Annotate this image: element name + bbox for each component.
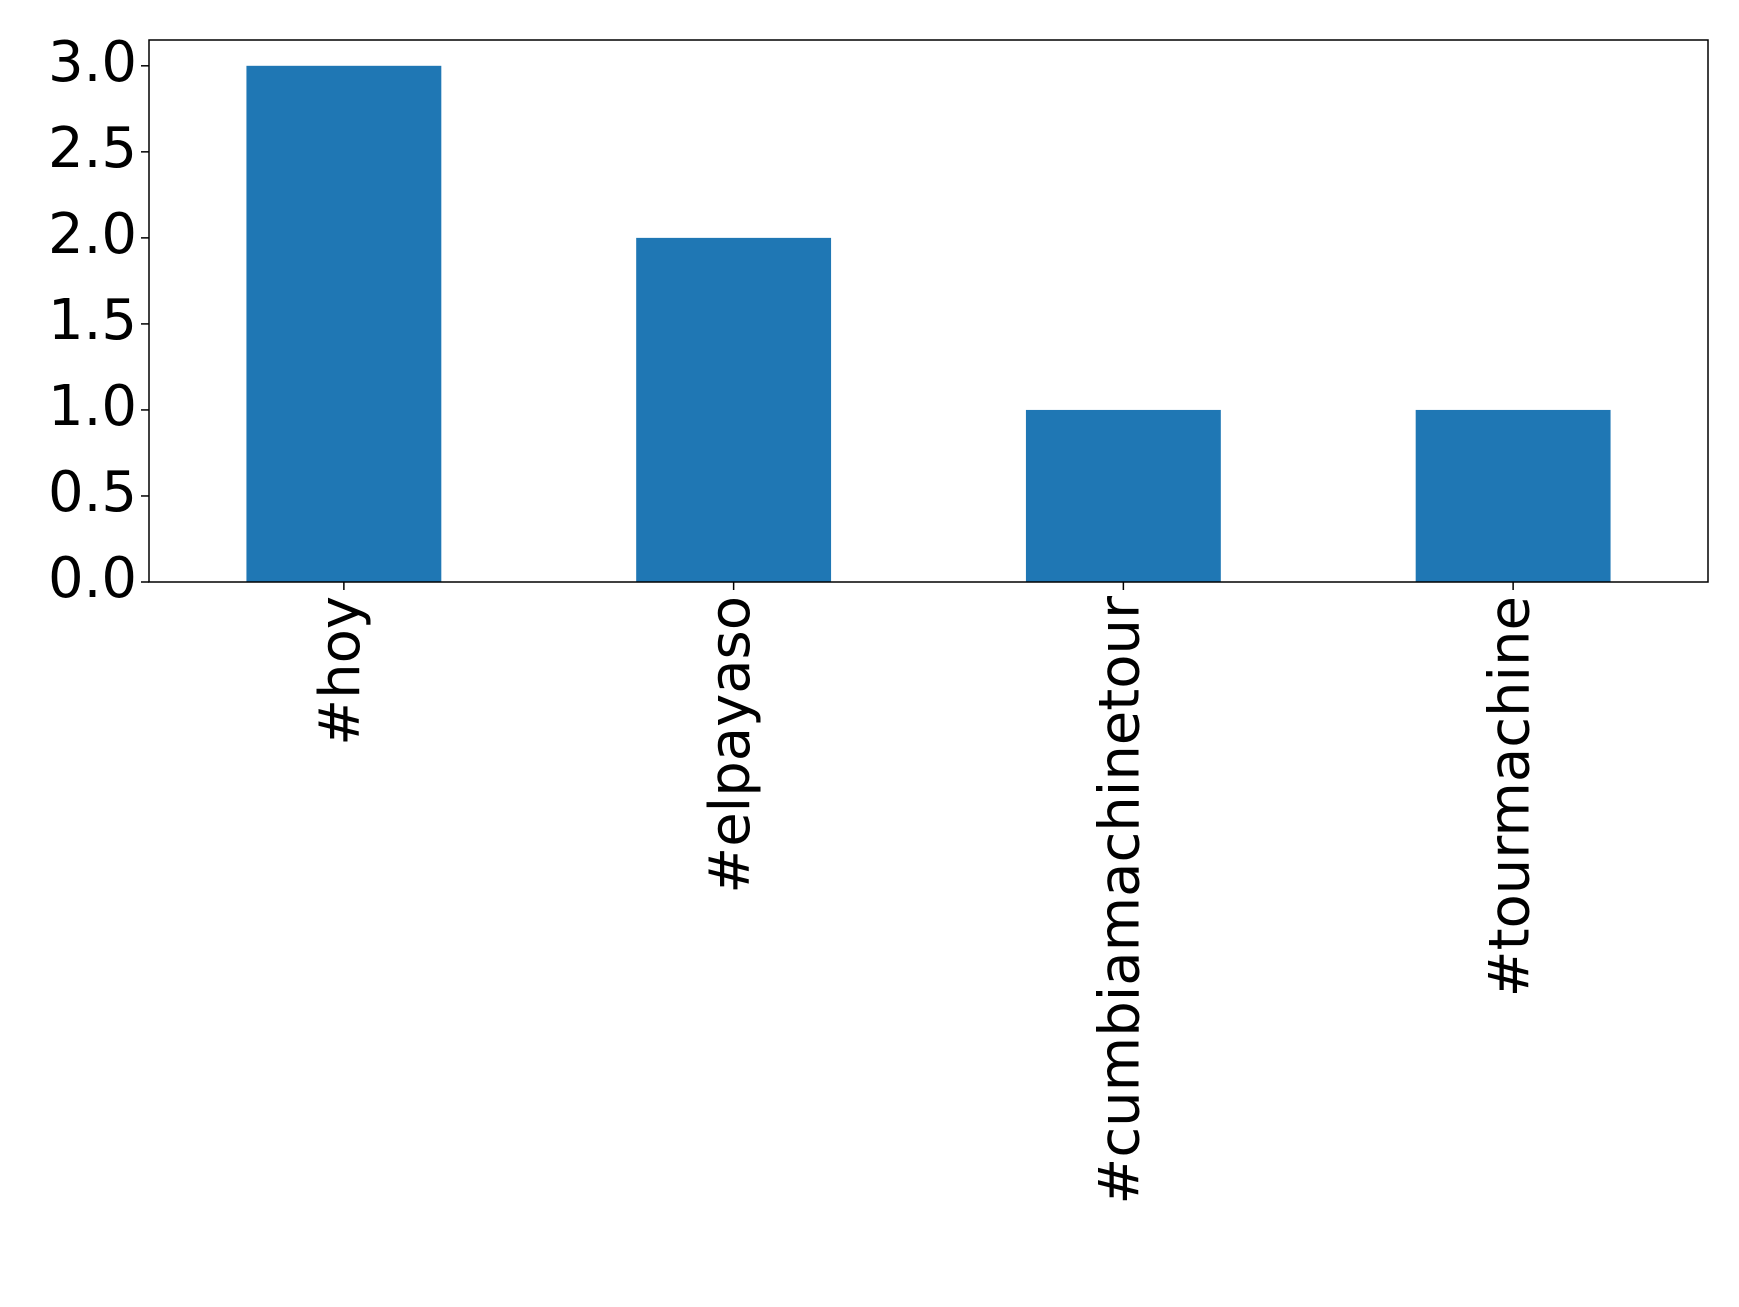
plot-frame <box>148 39 1709 583</box>
bar <box>246 65 442 583</box>
bar <box>636 237 832 582</box>
x-tick-label: #hoy <box>308 596 373 746</box>
y-tick-label: 3.0 <box>48 30 137 95</box>
x-tick-label: #elpayaso <box>698 596 763 894</box>
bar <box>1415 409 1611 582</box>
y-tick-label: 1.5 <box>48 288 137 353</box>
x-tick-label: #tourmachine <box>1477 596 1542 997</box>
y-tick-label: 1.0 <box>48 374 137 439</box>
y-tick-label: 0.5 <box>48 460 137 525</box>
y-tick-label: 0.0 <box>48 546 137 611</box>
y-tick-label: 2.5 <box>48 116 137 181</box>
x-tick-label: #cumbiamachinetour <box>1088 595 1153 1205</box>
bar <box>1025 409 1221 582</box>
y-tick-label: 2.0 <box>48 202 137 267</box>
